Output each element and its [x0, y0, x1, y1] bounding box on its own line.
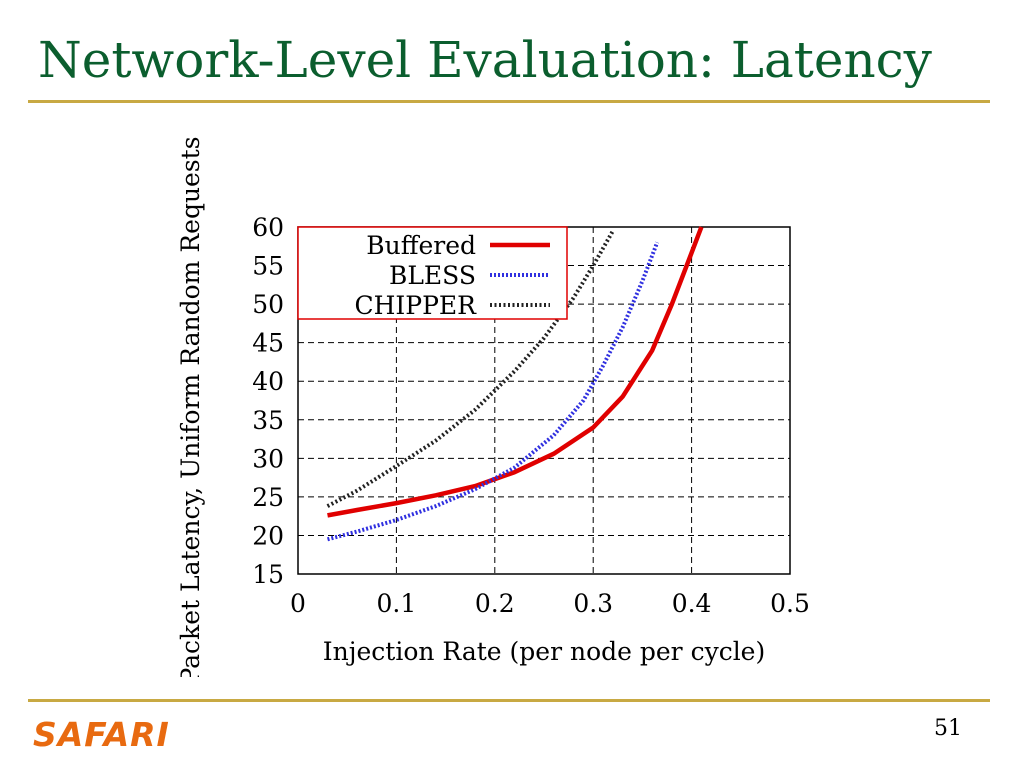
x-tick-label: 0.5 — [770, 589, 810, 618]
footer-divider — [28, 699, 990, 702]
legend-label-chipper: CHIPPER — [354, 291, 477, 320]
y-tick-label: 35 — [252, 406, 284, 435]
x-tick-label: 0.2 — [475, 589, 515, 618]
latency-chart: 0 0.1 0.2 0.3 0.4 0.5 15 20 25 30 35 40 45 50 55 60 Buf… — [176, 136, 810, 677]
title-divider — [28, 100, 990, 103]
safari-logo: SAFARI — [33, 715, 170, 754]
y-tick-label: 20 — [252, 521, 284, 550]
y-tick-label: 55 — [252, 252, 284, 281]
x-tick-label: 0.3 — [573, 589, 613, 618]
y-tick-label: 45 — [252, 329, 284, 358]
x-tick-label: 0.4 — [672, 589, 712, 618]
slide-title: Network-Level Evaluation: Latency — [38, 31, 932, 89]
page-number: 51 — [934, 716, 962, 741]
y-tick-label: 15 — [252, 560, 284, 589]
y-axis-label: Packet Latency, Uniform Random Requests — [176, 136, 205, 677]
y-tick-label: 60 — [252, 213, 284, 242]
x-axis-label: Injection Rate (per node per cycle) — [323, 637, 765, 666]
x-tick-label: 0 — [290, 589, 306, 618]
legend-label-bless: BLESS — [389, 261, 476, 290]
series-line-chipper — [326, 229, 615, 508]
y-tick-label: 50 — [252, 290, 284, 319]
y-tick-label: 30 — [252, 444, 284, 473]
y-tick-label: 25 — [252, 483, 284, 512]
legend-label-buffered: Buffered — [366, 231, 476, 260]
x-tick-label: 0.1 — [377, 589, 417, 618]
y-tick-label: 40 — [252, 367, 284, 396]
series-line-bless — [326, 241, 660, 542]
latency-figure: 0 0.1 0.2 0.3 0.4 0.5 15 20 25 30 35 40 45 50 55 60 Buf… — [132, 112, 822, 677]
series-line-buffered — [327, 226, 704, 518]
